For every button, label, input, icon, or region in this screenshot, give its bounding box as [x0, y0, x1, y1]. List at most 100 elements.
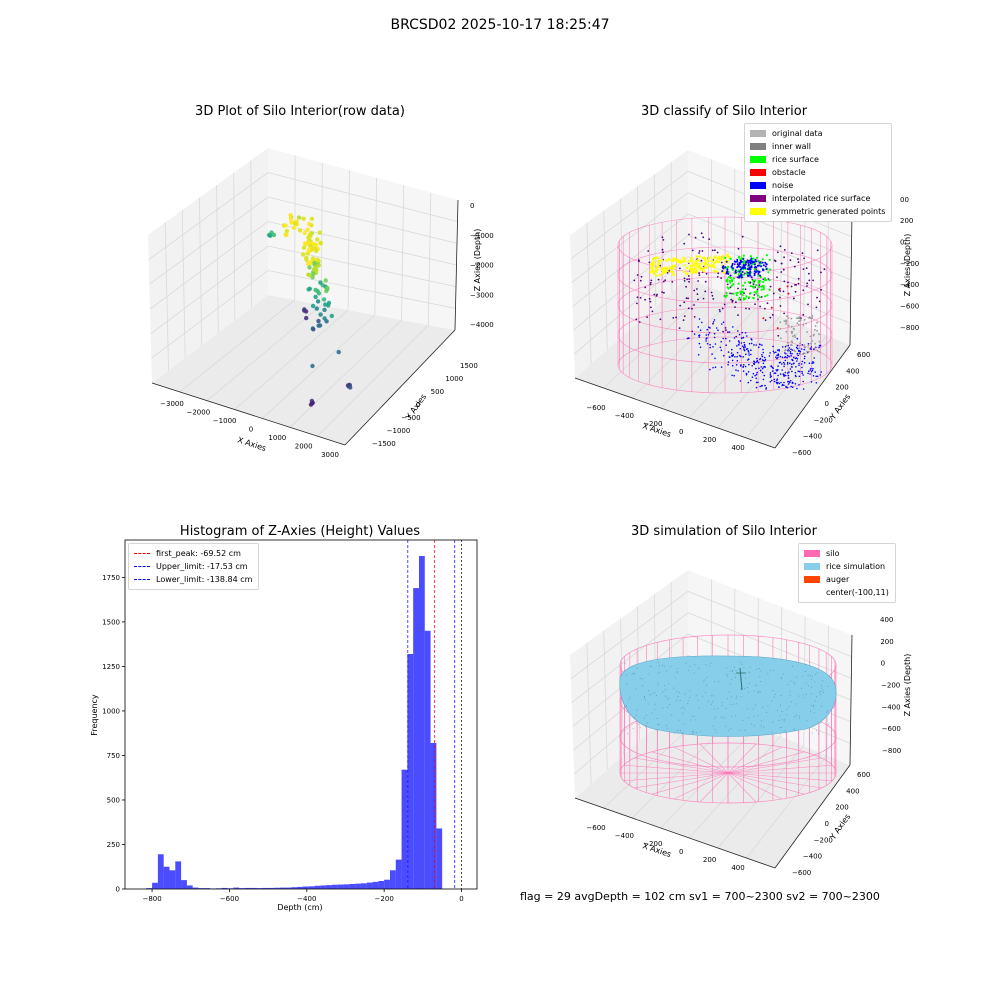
- noise-point: [760, 366, 762, 368]
- panel1-z-tick: 0: [470, 202, 474, 210]
- surface-point: [803, 257, 805, 260]
- surface-mesh-point: [827, 686, 829, 687]
- surface-mesh-point: [767, 705, 769, 707]
- surface-point: [685, 285, 687, 288]
- noise-point: [750, 276, 753, 279]
- histogram-bar: [436, 828, 443, 889]
- panel1-z-tick: −4000: [470, 321, 494, 329]
- noise-point: [713, 336, 716, 339]
- panel1-plot: −3000−2000−10000100020003000−1500−1000−5…: [148, 148, 494, 459]
- rice-surface-point: [751, 263, 754, 266]
- surface-point: [723, 303, 726, 306]
- rice-surface-point: [756, 256, 759, 259]
- surface-mesh-point: [664, 684, 666, 686]
- data-point: [316, 263, 321, 268]
- symmetric-point: [682, 256, 685, 260]
- wall-point: [808, 348, 811, 350]
- panel2-x-tick: −200: [643, 420, 662, 428]
- noise-point: [725, 344, 727, 346]
- symmetric-point: [660, 259, 664, 262]
- panel2-plot: −600 −400 −200 0 200 400 −600 −400 −200 0 200 400 60…: [570, 150, 919, 457]
- noise-point: [788, 355, 790, 358]
- surface-mesh-point: [778, 720, 780, 722]
- surface-mesh-point: [682, 712, 684, 714]
- wireframe-line: [727, 746, 783, 774]
- surface-mesh-point: [820, 694, 822, 696]
- noise-point: [794, 374, 797, 377]
- symmetric-point: [687, 260, 690, 263]
- surface-mesh-point: [657, 682, 659, 683]
- wall-point: [814, 347, 816, 349]
- surface-mesh-point: [786, 708, 788, 710]
- panel1-ticks: −3000−2000−10000100020003000−1500−1000−5…: [160, 202, 494, 459]
- data-point: [296, 215, 302, 220]
- surface-mesh-point: [731, 678, 733, 680]
- surface-point: [787, 281, 789, 284]
- noise-point: [742, 365, 744, 368]
- surface-point: [679, 267, 681, 270]
- noise-point: [794, 383, 797, 385]
- symmetric-point: [717, 260, 721, 264]
- grid-line: [660, 726, 758, 829]
- surface-point: [683, 301, 686, 304]
- noise-point: [749, 270, 752, 273]
- surface-point: [720, 261, 723, 264]
- legend-item: Lower_limit: -138.84 cm: [134, 573, 252, 586]
- surface-mesh-point: [731, 670, 733, 672]
- wall-point: [791, 332, 793, 335]
- surface-mesh-point: [788, 706, 790, 708]
- wall-point: [790, 317, 793, 320]
- noise-point: [761, 344, 763, 346]
- histogram-bar: [285, 887, 292, 889]
- noise-point: [761, 354, 763, 356]
- noise-point: [755, 344, 757, 346]
- wall-point: [792, 327, 795, 330]
- wireframe-line: [699, 743, 729, 774]
- panel4-z-tick: 400: [880, 616, 893, 624]
- data-point: [336, 349, 341, 355]
- noise-point: [761, 355, 764, 358]
- noise-point: [714, 366, 717, 368]
- surface-mesh-point: [811, 704, 812, 706]
- panel1-y-tick: 1000: [445, 375, 463, 383]
- surface-mesh-point: [767, 673, 769, 675]
- surface-mesh-point: [649, 694, 651, 696]
- noise-point: [769, 380, 772, 383]
- noise-point: [748, 363, 750, 366]
- noise-point: [772, 345, 774, 348]
- surface-mesh-point: [722, 717, 724, 719]
- noise-point: [698, 342, 701, 345]
- surface-mesh-point: [626, 733, 628, 735]
- noise-point: [761, 359, 764, 361]
- noise-point: [742, 336, 745, 339]
- grid-line: [289, 319, 402, 428]
- noise-point: [815, 382, 818, 384]
- noise-point: [801, 360, 804, 363]
- surface-point: [797, 258, 799, 260]
- noise-point: [778, 350, 780, 352]
- noise-point: [810, 348, 812, 351]
- noise-point: [783, 363, 786, 365]
- noise-point: [788, 371, 790, 373]
- grid-line: [148, 172, 458, 260]
- panel4-x-tick: 400: [731, 864, 744, 872]
- surface-mesh-point: [740, 696, 742, 698]
- surface-mesh-point: [713, 708, 715, 710]
- symmetric-point: [657, 265, 660, 268]
- surface-mesh-point: [704, 679, 706, 681]
- panel4-legend: silo rice simulation auger center(-100,1…: [798, 543, 896, 603]
- rice-surface-point: [767, 271, 770, 274]
- symmetric-point: [707, 263, 710, 266]
- surface-mesh-point: [741, 663, 743, 665]
- noise-point: [796, 344, 799, 347]
- rice-surface-point: [725, 291, 728, 294]
- surface-mesh-point: [645, 714, 647, 716]
- data-point: [288, 213, 293, 218]
- surface-point: [748, 308, 751, 310]
- surface-mesh-point: [659, 671, 661, 673]
- noise-point: [743, 348, 745, 351]
- noise-point: [796, 347, 799, 350]
- noise-point: [773, 380, 776, 383]
- data-point: [291, 225, 296, 230]
- symmetric-point: [690, 256, 693, 260]
